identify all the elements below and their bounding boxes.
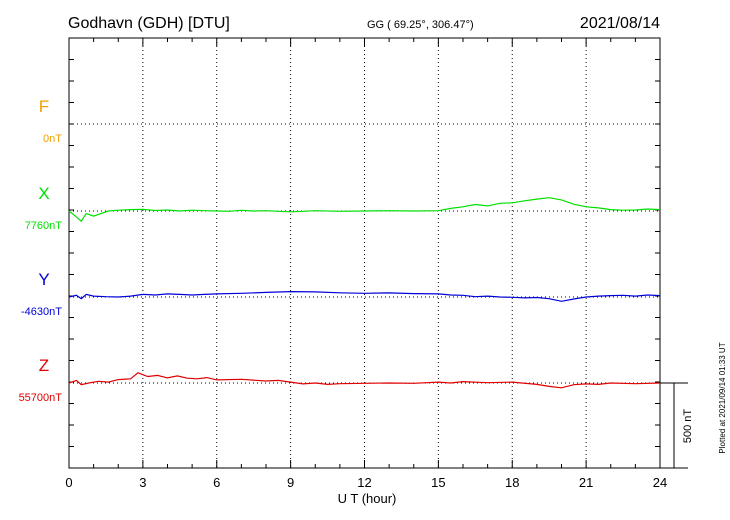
x-tick-label: 21 [579,475,593,490]
series-line-z [68,372,661,389]
grid [69,38,660,468]
x-tick-label: 24 [653,475,667,490]
series-baseline-z: 55700nT [19,392,63,404]
series-line-x [68,197,661,223]
chart-coordinates: GG ( 69.25°, 306.47°) [367,19,474,31]
chart-title: Godhavn (GDH) [DTU] [68,15,230,32]
series-name-z: Z [39,356,49,375]
x-tick-label: 0 [65,475,72,490]
series-lines [68,197,661,389]
x-tick-label: 3 [139,475,146,490]
x-tick-label: 9 [287,475,294,490]
x-tick-label: 15 [431,475,445,490]
scale-bar-label: 500 nT [682,409,694,444]
x-axis-label: U T (hour) [338,491,397,506]
x-tick-labels: 0 3 6 9 12 15 18 21 24 [65,475,667,490]
x-tick-label: 12 [357,475,371,490]
scale-bar: 500 nT [660,382,694,469]
series-name-x: X [38,184,49,203]
series-baseline-y: -4630nT [21,306,62,318]
series-baseline-f: 0nT [43,133,62,145]
plotted-note: Plotted at 2021/09/14 01:33 UT [718,342,727,453]
series-line-y [68,290,661,302]
series-name-y: Y [38,270,49,289]
x-tick-label: 18 [505,475,519,490]
series-baseline-x: 7760nT [25,220,63,232]
x-tick-label: 6 [213,475,220,490]
series-name-f: F [39,97,49,116]
chart-date: 2021/08/14 [580,15,660,32]
series-labels: F 0nT X 7760nT Y -4630nT Z 55700nT [19,97,63,404]
